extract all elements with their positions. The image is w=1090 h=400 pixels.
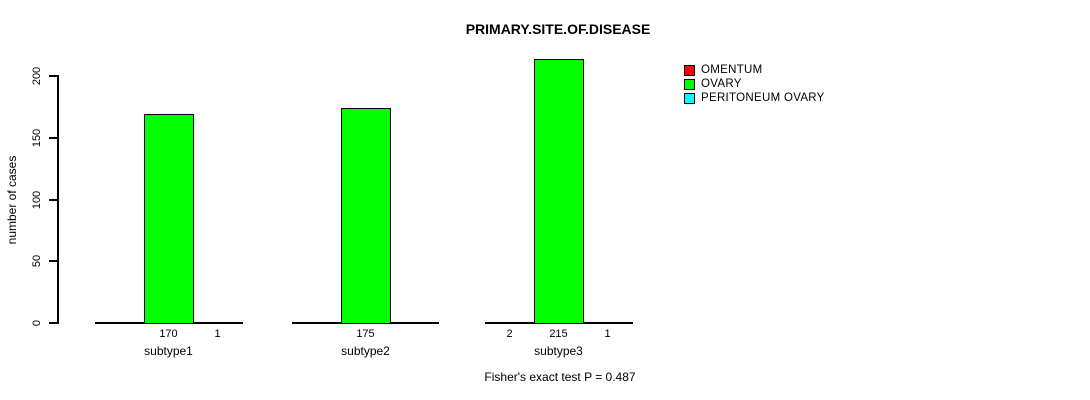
legend-item-omentum: OMENTUM <box>684 63 825 77</box>
y-axis-title: number of cases <box>5 155 19 245</box>
bar-ovary-subtype1 <box>144 114 194 324</box>
bar-peritoneum-ovary-subtype3 <box>583 322 633 324</box>
chart-title: PRIMARY.SITE.OF.DISEASE <box>465 21 651 37</box>
bar-value-label: 170 <box>159 328 178 340</box>
x-category-label-subtype2: subtype2 <box>341 344 390 358</box>
legend-swatch-icon <box>684 78 695 90</box>
y-axis-tick <box>49 260 57 262</box>
legend-swatch-icon <box>684 64 695 76</box>
bar-value-label: 2 <box>506 328 513 340</box>
bar-value-label: 175 <box>356 328 375 340</box>
bar-value-label: 1 <box>214 328 221 340</box>
y-tick-label: 100 <box>31 190 43 210</box>
y-tick-label: 0 <box>31 319 43 327</box>
y-axis-line <box>57 75 59 324</box>
y-tick-label: 150 <box>31 128 43 148</box>
bar-value-label: 215 <box>549 328 568 340</box>
x-category-label-subtype3: subtype3 <box>534 344 583 358</box>
legend-label: OVARY <box>701 78 742 90</box>
y-tick-label: 50 <box>31 254 43 268</box>
bar-ovary-subtype3 <box>534 59 584 324</box>
bar-omentum-subtype3 <box>485 322 535 324</box>
x-category-label-subtype1: subtype1 <box>144 344 193 358</box>
bar-ovary-subtype2 <box>341 108 391 324</box>
y-axis-tick <box>49 199 57 201</box>
legend-item-ovary: OVARY <box>684 77 825 91</box>
annotation-fisher-test: Fisher's exact test P = 0.487 <box>484 370 636 384</box>
legend-swatch-icon <box>684 92 695 104</box>
legend-label: OMENTUM <box>701 64 763 76</box>
y-axis-tick <box>49 137 57 139</box>
legend: OMENTUM OVARY PERITONEUM OVARY <box>684 63 825 105</box>
y-axis-tick <box>49 322 57 324</box>
legend-label: PERITONEUM OVARY <box>701 92 825 104</box>
bar-peritoneum-ovary-subtype1 <box>193 322 243 324</box>
y-tick-label: 200 <box>31 66 43 86</box>
legend-item-peritoneum-ovary: PERITONEUM OVARY <box>684 91 825 105</box>
bar-value-label: 1 <box>604 328 611 340</box>
y-axis-tick <box>49 75 57 77</box>
